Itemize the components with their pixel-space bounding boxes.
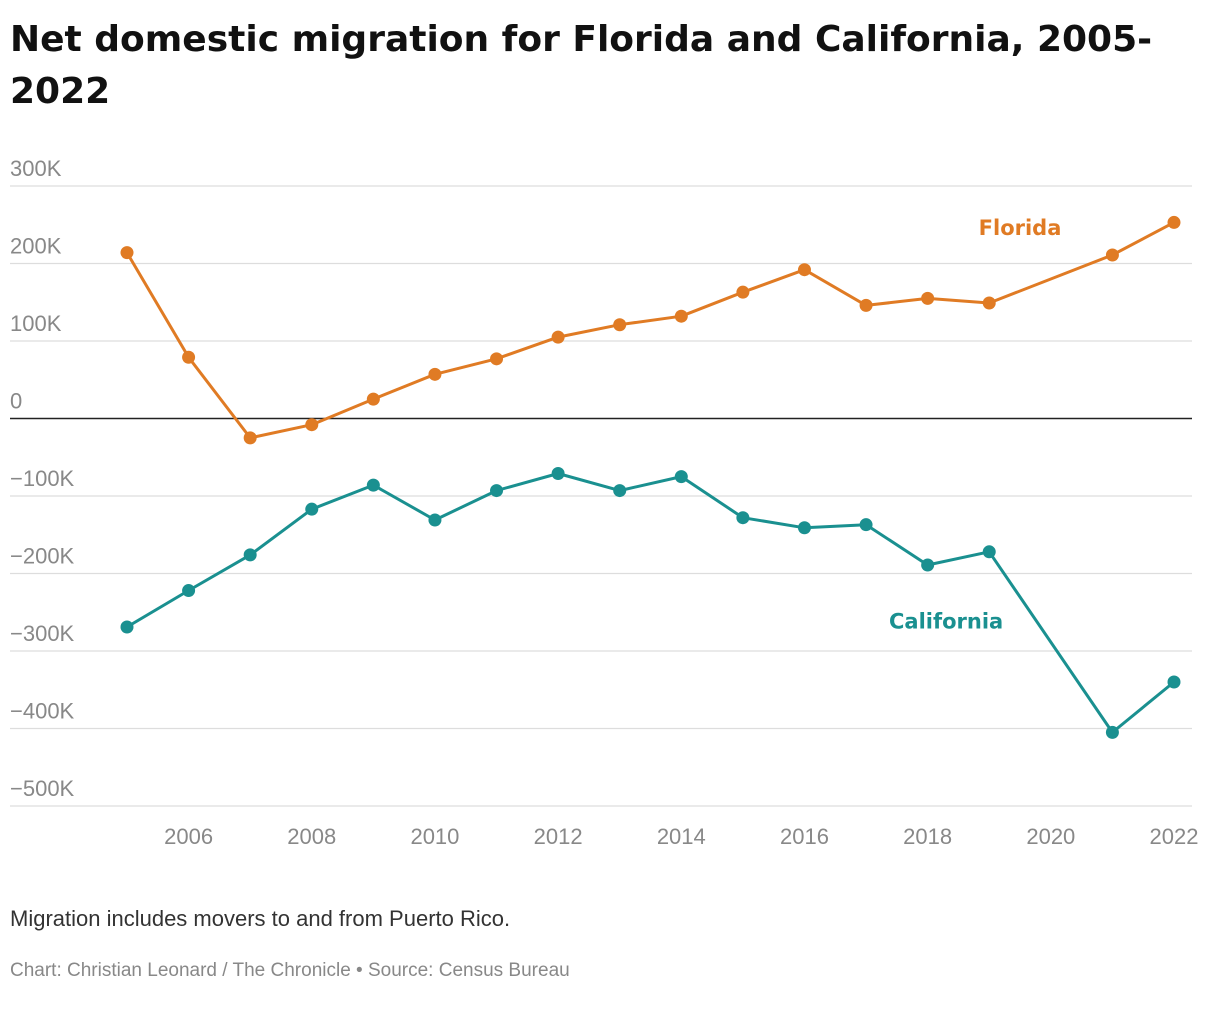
- data-point-california: [859, 518, 873, 532]
- x-axis-ticks: 2006 2008 2010 2012 2014 2016 2018 2020 2022: [164, 824, 1198, 849]
- grid-layer: [10, 185, 1192, 807]
- series-line-california: [126, 472, 1175, 734]
- data-point-california: [736, 511, 750, 525]
- y-tick-label: 0: [10, 389, 22, 414]
- data-point-california: [305, 502, 319, 516]
- series-label-florida: Florida: [979, 216, 1062, 240]
- data-point-florida: [1105, 248, 1119, 262]
- data-point-california: [243, 548, 257, 562]
- y-tick-label: −400K: [10, 699, 75, 724]
- x-tick-label: 2014: [657, 824, 706, 849]
- data-point-california: [613, 484, 627, 498]
- data-point-california: [366, 478, 380, 492]
- data-point-florida: [1167, 215, 1181, 229]
- data-point-california: [120, 620, 134, 634]
- data-point-florida: [428, 367, 442, 381]
- y-tick-label: 200K: [10, 234, 62, 259]
- data-point-florida: [859, 298, 873, 312]
- data-point-california: [674, 470, 688, 484]
- series-labels: Florida California: [889, 216, 1061, 634]
- data-point-florida: [736, 285, 750, 299]
- x-tick-label: 2016: [780, 824, 829, 849]
- y-tick-label: −200K: [10, 544, 75, 569]
- data-point-california: [1167, 675, 1181, 689]
- data-point-florida: [797, 263, 811, 277]
- y-tick-label: 300K: [10, 156, 62, 181]
- chart-credit: Chart: Christian Leonard / The Chronicle…: [10, 960, 570, 981]
- y-tick-label: −300K: [10, 621, 75, 646]
- chart-title: Net domestic migration for Florida and C…: [10, 19, 1153, 112]
- x-tick-label: 2012: [534, 824, 583, 849]
- data-point-florida: [120, 246, 134, 260]
- data-point-california: [551, 467, 565, 481]
- data-point-florida: [551, 330, 565, 344]
- series-line-florida: [125, 221, 1175, 440]
- series-label-california: California: [889, 610, 1003, 634]
- data-point-florida: [921, 291, 935, 305]
- data-point-california: [1105, 725, 1119, 739]
- data-point-florida: [182, 350, 196, 364]
- y-tick-label: −100K: [10, 466, 75, 491]
- data-point-california: [428, 513, 442, 527]
- x-tick-label: 2020: [1026, 824, 1075, 849]
- data-point-florida: [674, 309, 688, 323]
- data-point-florida: [243, 431, 257, 445]
- data-point-california: [921, 558, 935, 572]
- data-point-florida: [982, 296, 996, 310]
- data-point-california: [982, 545, 996, 559]
- data-point-california: [182, 584, 196, 598]
- y-axis-ticks: 300K 200K 100K 0 −100K −200K −300K −400K −500K: [10, 156, 75, 801]
- data-point-florida: [305, 418, 319, 432]
- chart-note: Migration includes movers to and from Pu…: [10, 906, 511, 931]
- data-point-california: [797, 521, 811, 535]
- series-layer: [120, 215, 1181, 739]
- data-point-florida: [490, 352, 504, 366]
- data-point-florida: [613, 318, 627, 332]
- x-tick-label: 2010: [410, 824, 459, 849]
- data-point-florida: [366, 392, 380, 406]
- x-tick-label: 2006: [164, 824, 213, 849]
- y-tick-label: 100K: [10, 311, 62, 336]
- x-tick-label: 2022: [1150, 824, 1199, 849]
- x-tick-label: 2018: [903, 824, 952, 849]
- line-chart: 300K 200K 100K 0 −100K −200K −300K −400K −500K 2…: [10, 156, 1198, 849]
- x-tick-label: 2008: [287, 824, 336, 849]
- y-tick-label: −500K: [10, 776, 75, 801]
- data-point-california: [490, 484, 504, 498]
